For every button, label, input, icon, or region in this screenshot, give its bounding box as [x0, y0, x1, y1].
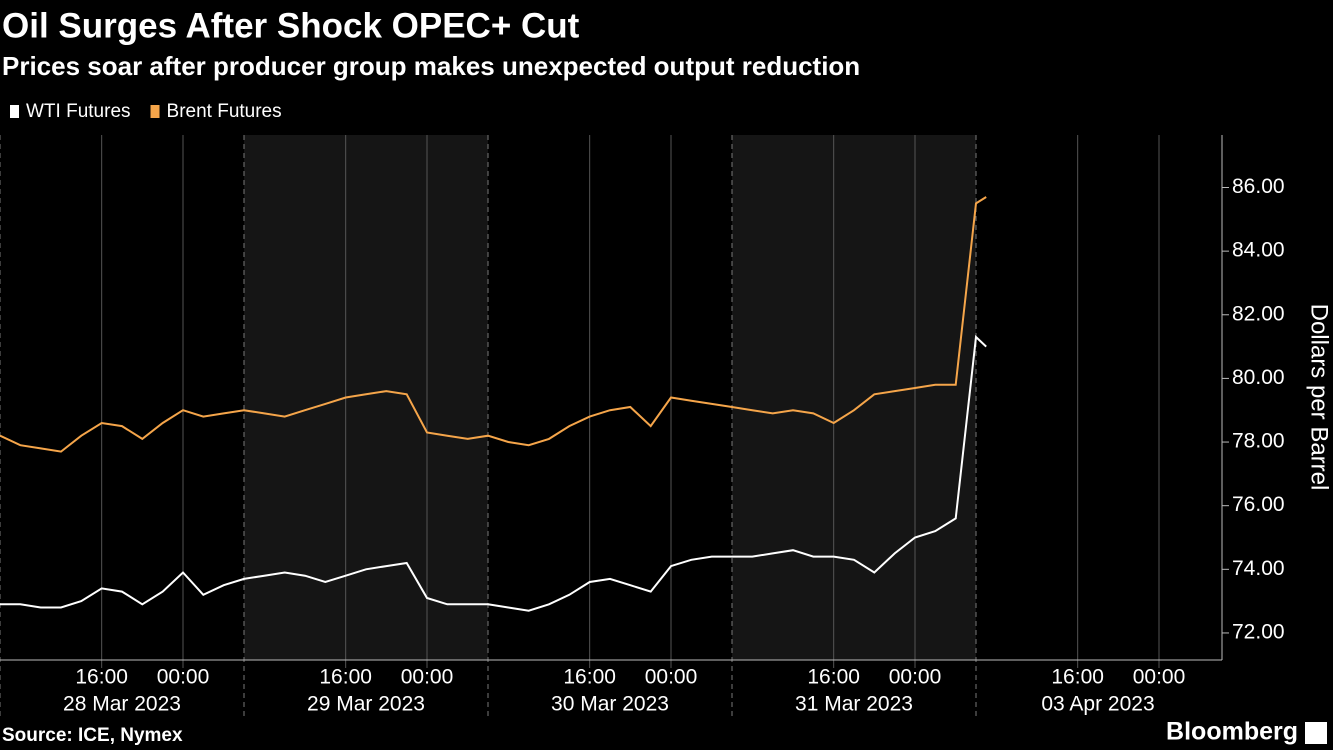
- series-line: [0, 334, 987, 612]
- legend-swatch: [10, 105, 19, 118]
- session-label: 29 Mar 2023: [307, 693, 425, 716]
- x-tick-label: 16:00: [563, 666, 616, 689]
- source: Source: ICE, Nymex: [2, 725, 183, 746]
- y-tick-label: 78.00: [1232, 430, 1285, 453]
- x-tick-label: 16:00: [1051, 666, 1104, 689]
- x-tick-label: 00:00: [1133, 666, 1186, 689]
- y-tick-label: 80.00: [1232, 366, 1285, 389]
- chart-subtitle: Prices soar after producer group makes u…: [2, 51, 860, 81]
- x-tick-label: 16:00: [807, 666, 860, 689]
- y-tick-label: 72.00: [1232, 621, 1285, 644]
- x-tick-label: 00:00: [889, 666, 942, 689]
- x-tick-label: 16:00: [319, 666, 372, 689]
- session-label: 28 Mar 2023: [63, 693, 181, 716]
- legend-label: WTI Futures: [26, 101, 131, 122]
- x-tick-label: 00:00: [645, 666, 698, 689]
- y-tick-label: 84.00: [1232, 239, 1285, 262]
- session-shading: [244, 135, 976, 660]
- brand: Bloomberg: [1166, 718, 1298, 746]
- y-tick-label: 74.00: [1232, 557, 1285, 580]
- x-tick-label: 16:00: [75, 666, 128, 689]
- y-tick-label: 86.00: [1232, 175, 1285, 198]
- y-tick-label: 82.00: [1232, 302, 1285, 325]
- x-tick-label: 00:00: [157, 666, 210, 689]
- session-label: 03 Apr 2023: [1041, 693, 1154, 716]
- series-line: [0, 196, 987, 453]
- session-band: [732, 135, 976, 660]
- session-label: 30 Mar 2023: [551, 693, 669, 716]
- brand-icon: [1305, 722, 1327, 744]
- legend-swatch: [150, 105, 160, 118]
- chart-title: Oil Surges After Shock OPEC+ Cut: [2, 6, 580, 45]
- legend-label: Brent Futures: [167, 101, 282, 122]
- x-tick-label: 00:00: [401, 666, 454, 689]
- y-axis-label: Dollars per Barrel: [1306, 304, 1333, 491]
- session-band: [244, 135, 488, 660]
- session-label: 31 Mar 2023: [795, 693, 913, 716]
- y-tick-label: 76.00: [1232, 493, 1285, 516]
